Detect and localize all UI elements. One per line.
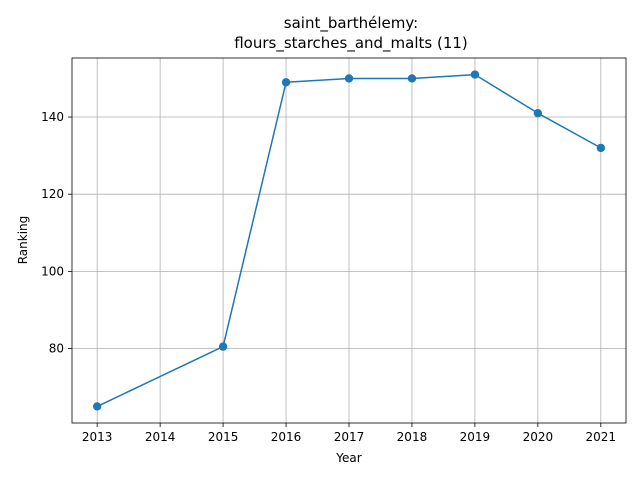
series-line <box>96 73 602 408</box>
data-point-2016 <box>281 78 291 87</box>
y-tick-label-100: 100 <box>41 264 64 278</box>
y-tick-label-140: 140 <box>41 110 64 124</box>
x-tick-label-2019: 2019 <box>460 430 491 444</box>
data-point-2019 <box>470 70 480 79</box>
y-axis-label: Ranking <box>16 216 30 265</box>
y-tick-label-120: 120 <box>41 187 64 201</box>
data-point-2020 <box>533 108 543 118</box>
chart-title-line-1: saint_barthélemy: <box>284 14 418 33</box>
x-tick-label-2020: 2020 <box>523 430 554 444</box>
data-point-2013 <box>92 402 102 411</box>
grid-lines <box>72 58 626 423</box>
data-point-2015 <box>218 342 228 351</box>
plot-area-frame <box>71 57 627 424</box>
x-tick-label-2014: 2014 <box>145 430 176 444</box>
x-tick-label-2015: 2015 <box>208 430 239 444</box>
x-tick-label-2016: 2016 <box>271 430 302 444</box>
data-point-2017 <box>344 74 354 83</box>
y-tick-label-80: 80 <box>49 342 64 356</box>
axis-ticks: 2013 2014 2015 2016 2017 2018 2019 2020 2021 80 10… <box>41 110 616 444</box>
x-tick-label-2017: 2017 <box>334 430 365 444</box>
x-tick-label-2021: 2021 <box>586 430 617 444</box>
series-flours-starches-and-malts <box>92 70 606 411</box>
x-tick-label-2018: 2018 <box>397 430 428 444</box>
data-point-2021 <box>596 143 606 153</box>
x-axis-label: Year <box>335 451 361 465</box>
x-tick-label-2013: 2013 <box>82 430 113 444</box>
chart-title-line-2: flours_starches_and_malts (11) <box>234 34 468 53</box>
data-point-2018 <box>407 74 417 83</box>
